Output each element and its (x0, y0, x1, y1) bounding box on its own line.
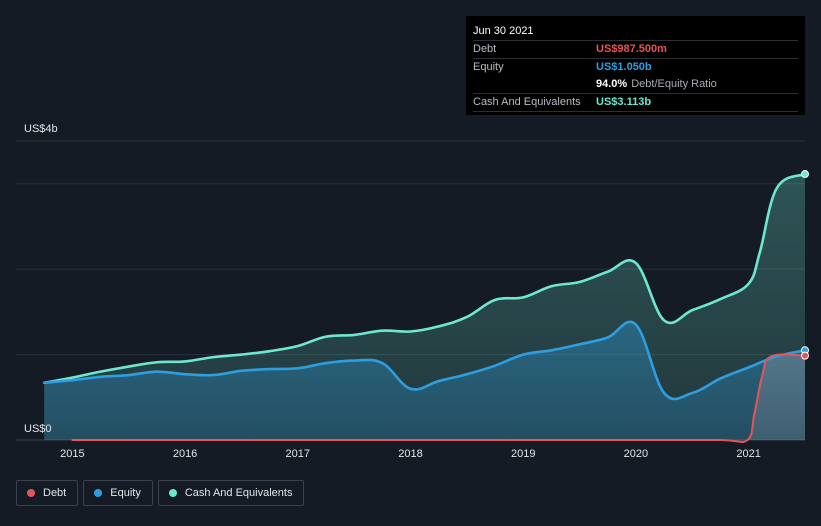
legend-item-equity[interactable]: Equity (83, 480, 153, 506)
x-tick-label: 2016 (173, 448, 197, 460)
tooltip-ratio-row: 94.0% Debt/Equity Ratio (473, 76, 798, 93)
tooltip-equity-label: Equity (473, 61, 504, 73)
tooltip-ratio-value: 94.0% (596, 78, 628, 90)
tooltip-ratio-label: Debt/Equity Ratio (631, 78, 717, 90)
end-marker-debt (801, 351, 809, 360)
tooltip-date: Jun 30 2021 (473, 25, 534, 37)
x-tick-label: 2017 (286, 448, 310, 460)
tooltip-debt-row: Debt US$987.500m (473, 40, 798, 58)
legend-item-debt[interactable]: Debt (16, 480, 79, 506)
tooltip-cash-row: Cash And Equivalents US$3.113b (473, 93, 798, 112)
series-lines (42, 172, 807, 444)
legend-item-cash[interactable]: Cash And Equivalents (157, 480, 305, 506)
tooltip-debt-value: US$987.500m (596, 43, 667, 55)
axis-labels: US$4b US$0 2015 2016 2017 2018 2019 2020 2021 (24, 123, 761, 460)
legend-label-cash: Cash And Equivalents (184, 487, 293, 499)
tooltip-equity-value: US$1.050b (596, 61, 652, 73)
area-equity (44, 321, 805, 440)
x-tick-label: 2015 (60, 448, 84, 460)
tooltip-cash-value: US$3.113b (596, 96, 652, 108)
y-axis-top-label: US$4b (24, 123, 58, 135)
legend-dot-equity (94, 489, 103, 497)
end-marker-cash (801, 170, 809, 179)
tooltip-cash-label: Cash And Equivalents (473, 96, 581, 108)
legend-label-equity: Equity (110, 487, 141, 499)
tooltip-debt-label: Debt (473, 43, 497, 55)
line-cash (42, 172, 807, 385)
legend-dot-debt (27, 489, 35, 497)
x-tick-label: 2018 (398, 448, 422, 460)
x-tick-label: 2020 (624, 448, 648, 460)
legend-label-debt: Debt (43, 487, 67, 499)
line-debt (71, 353, 806, 444)
series-areas (44, 174, 806, 443)
tooltip-equity-row: Equity US$1.050b (473, 58, 798, 76)
chart-legend: Debt Equity Cash And Equivalents (16, 480, 305, 506)
x-tick-label: 2021 (736, 448, 760, 460)
x-tick-label: 2019 (511, 448, 535, 460)
legend-dot-cash (168, 489, 177, 497)
y-axis-bottom-label: US$0 (24, 423, 52, 435)
series-end-markers (801, 170, 809, 360)
data-tooltip: Jun 30 2021 Debt US$987.500m Equity US$1… (466, 16, 805, 115)
line-equity (42, 320, 807, 401)
